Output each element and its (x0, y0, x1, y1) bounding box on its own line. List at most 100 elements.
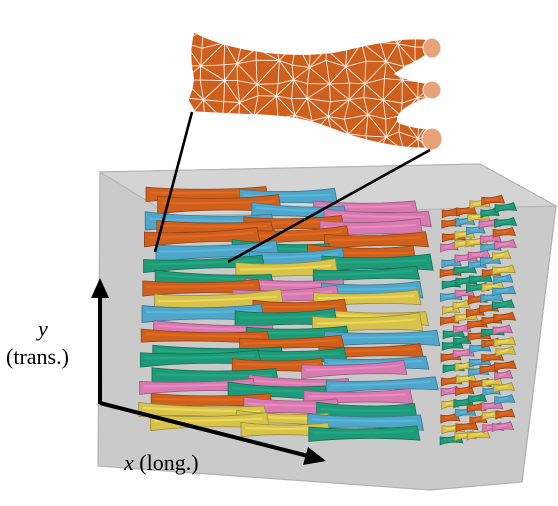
mesh-edge (385, 115, 401, 120)
fiber (324, 329, 441, 348)
mesh-edge (293, 32, 298, 43)
mesh-edge (220, 136, 242, 139)
fiber-highlight (471, 432, 484, 436)
fiber-highlight (243, 339, 338, 345)
fiber-highlight (160, 224, 267, 228)
mesh-edge (276, 95, 292, 100)
fiber-highlight (460, 375, 470, 380)
fiber-highlight (497, 339, 510, 344)
mesh-edge (207, 149, 224, 155)
mesh-edge (293, 79, 308, 99)
mesh-edge (400, 115, 420, 120)
mesh-edge (346, 42, 362, 44)
mesh-edge (201, 32, 204, 49)
fiber-stack (138, 186, 518, 446)
mesh-edge (291, 64, 294, 80)
fiber-highlight (496, 252, 505, 257)
fiber-highlight (485, 340, 495, 345)
fiber-highlight (470, 284, 483, 289)
mesh-edge (345, 60, 367, 68)
fiber-highlight (305, 364, 400, 371)
mesh-edge (325, 32, 345, 50)
mesh-edge (310, 44, 327, 50)
mesh-edge (293, 67, 310, 81)
mesh-edge (224, 149, 243, 155)
mesh-edge (344, 114, 369, 120)
fiber-highlight (497, 276, 507, 281)
mesh-edge (293, 79, 308, 85)
mesh-edge (218, 27, 240, 28)
mesh-edge (276, 79, 294, 97)
mesh-edge (219, 138, 225, 149)
mesh-edge (325, 42, 348, 50)
fiber-highlight (496, 288, 510, 293)
fiber-highlight (486, 412, 495, 417)
mesh-edge (219, 118, 223, 139)
fiber-highlight (485, 197, 498, 202)
zoom-fiber (187, 26, 443, 155)
fiber-highlight (459, 363, 468, 368)
mesh-edge (367, 114, 386, 120)
mesh-edge (312, 133, 331, 149)
mesh-edge (380, 42, 398, 45)
fiber-highlight (459, 218, 469, 223)
mesh-edge (329, 133, 349, 149)
mesh-edge (240, 136, 260, 149)
fiber-highlight (459, 423, 472, 428)
mesh-edge (200, 64, 224, 67)
mesh-edge (344, 26, 364, 31)
mesh-edge (239, 83, 258, 103)
mesh-edge (205, 118, 223, 135)
fiber-highlight (444, 388, 454, 393)
callout-lines (153, 111, 431, 264)
fiber-highlight (460, 208, 470, 212)
mesh-edge (382, 78, 385, 101)
fiber-highlight (144, 354, 255, 360)
mesh-edge (238, 102, 241, 115)
fiber-highlight (444, 415, 454, 420)
mesh-edge (223, 63, 238, 66)
mesh-edge (344, 119, 349, 134)
fiber-highlight (317, 270, 413, 276)
mesh-edge (307, 67, 310, 84)
mesh-edge (398, 131, 418, 140)
mesh-edge (188, 97, 204, 101)
fiber-highlight (444, 293, 456, 298)
mesh-edge (296, 133, 314, 149)
mesh-edge (236, 63, 258, 85)
mesh-edge (205, 133, 225, 149)
mesh-edge (417, 97, 432, 116)
mesh-edge (240, 136, 244, 149)
fiber-highlight (496, 327, 506, 331)
mesh-edge (343, 32, 348, 44)
fiber-highlight (312, 430, 414, 434)
fiber-highlight (498, 241, 510, 246)
fiber-highlight (472, 252, 484, 256)
mesh-edge (188, 42, 202, 67)
mesh-edge (386, 61, 404, 67)
fiber (308, 425, 421, 442)
mesh-edge (188, 133, 207, 149)
mesh-edge (258, 136, 277, 149)
mesh-edge (199, 80, 204, 100)
mesh-edge (188, 42, 203, 49)
y-axis-symbol: y (38, 316, 48, 341)
mesh-edge (309, 59, 327, 68)
mesh-edge (237, 80, 258, 85)
mesh-edge (289, 131, 313, 135)
mesh-edge (343, 32, 362, 43)
mesh-edge (241, 43, 257, 49)
mesh-edge (345, 66, 350, 84)
fiber-highlight (457, 399, 467, 404)
mesh-edge (361, 32, 381, 43)
fiber-highlight (146, 284, 255, 288)
callout-line-right (227, 148, 431, 264)
mesh-edge (240, 32, 242, 45)
fiber-highlight (471, 321, 481, 326)
mesh-edge (307, 133, 314, 149)
mesh-edge (379, 151, 404, 152)
mesh-edge (278, 79, 294, 85)
fiber-highlight (457, 338, 465, 342)
mesh-edge (364, 78, 385, 85)
